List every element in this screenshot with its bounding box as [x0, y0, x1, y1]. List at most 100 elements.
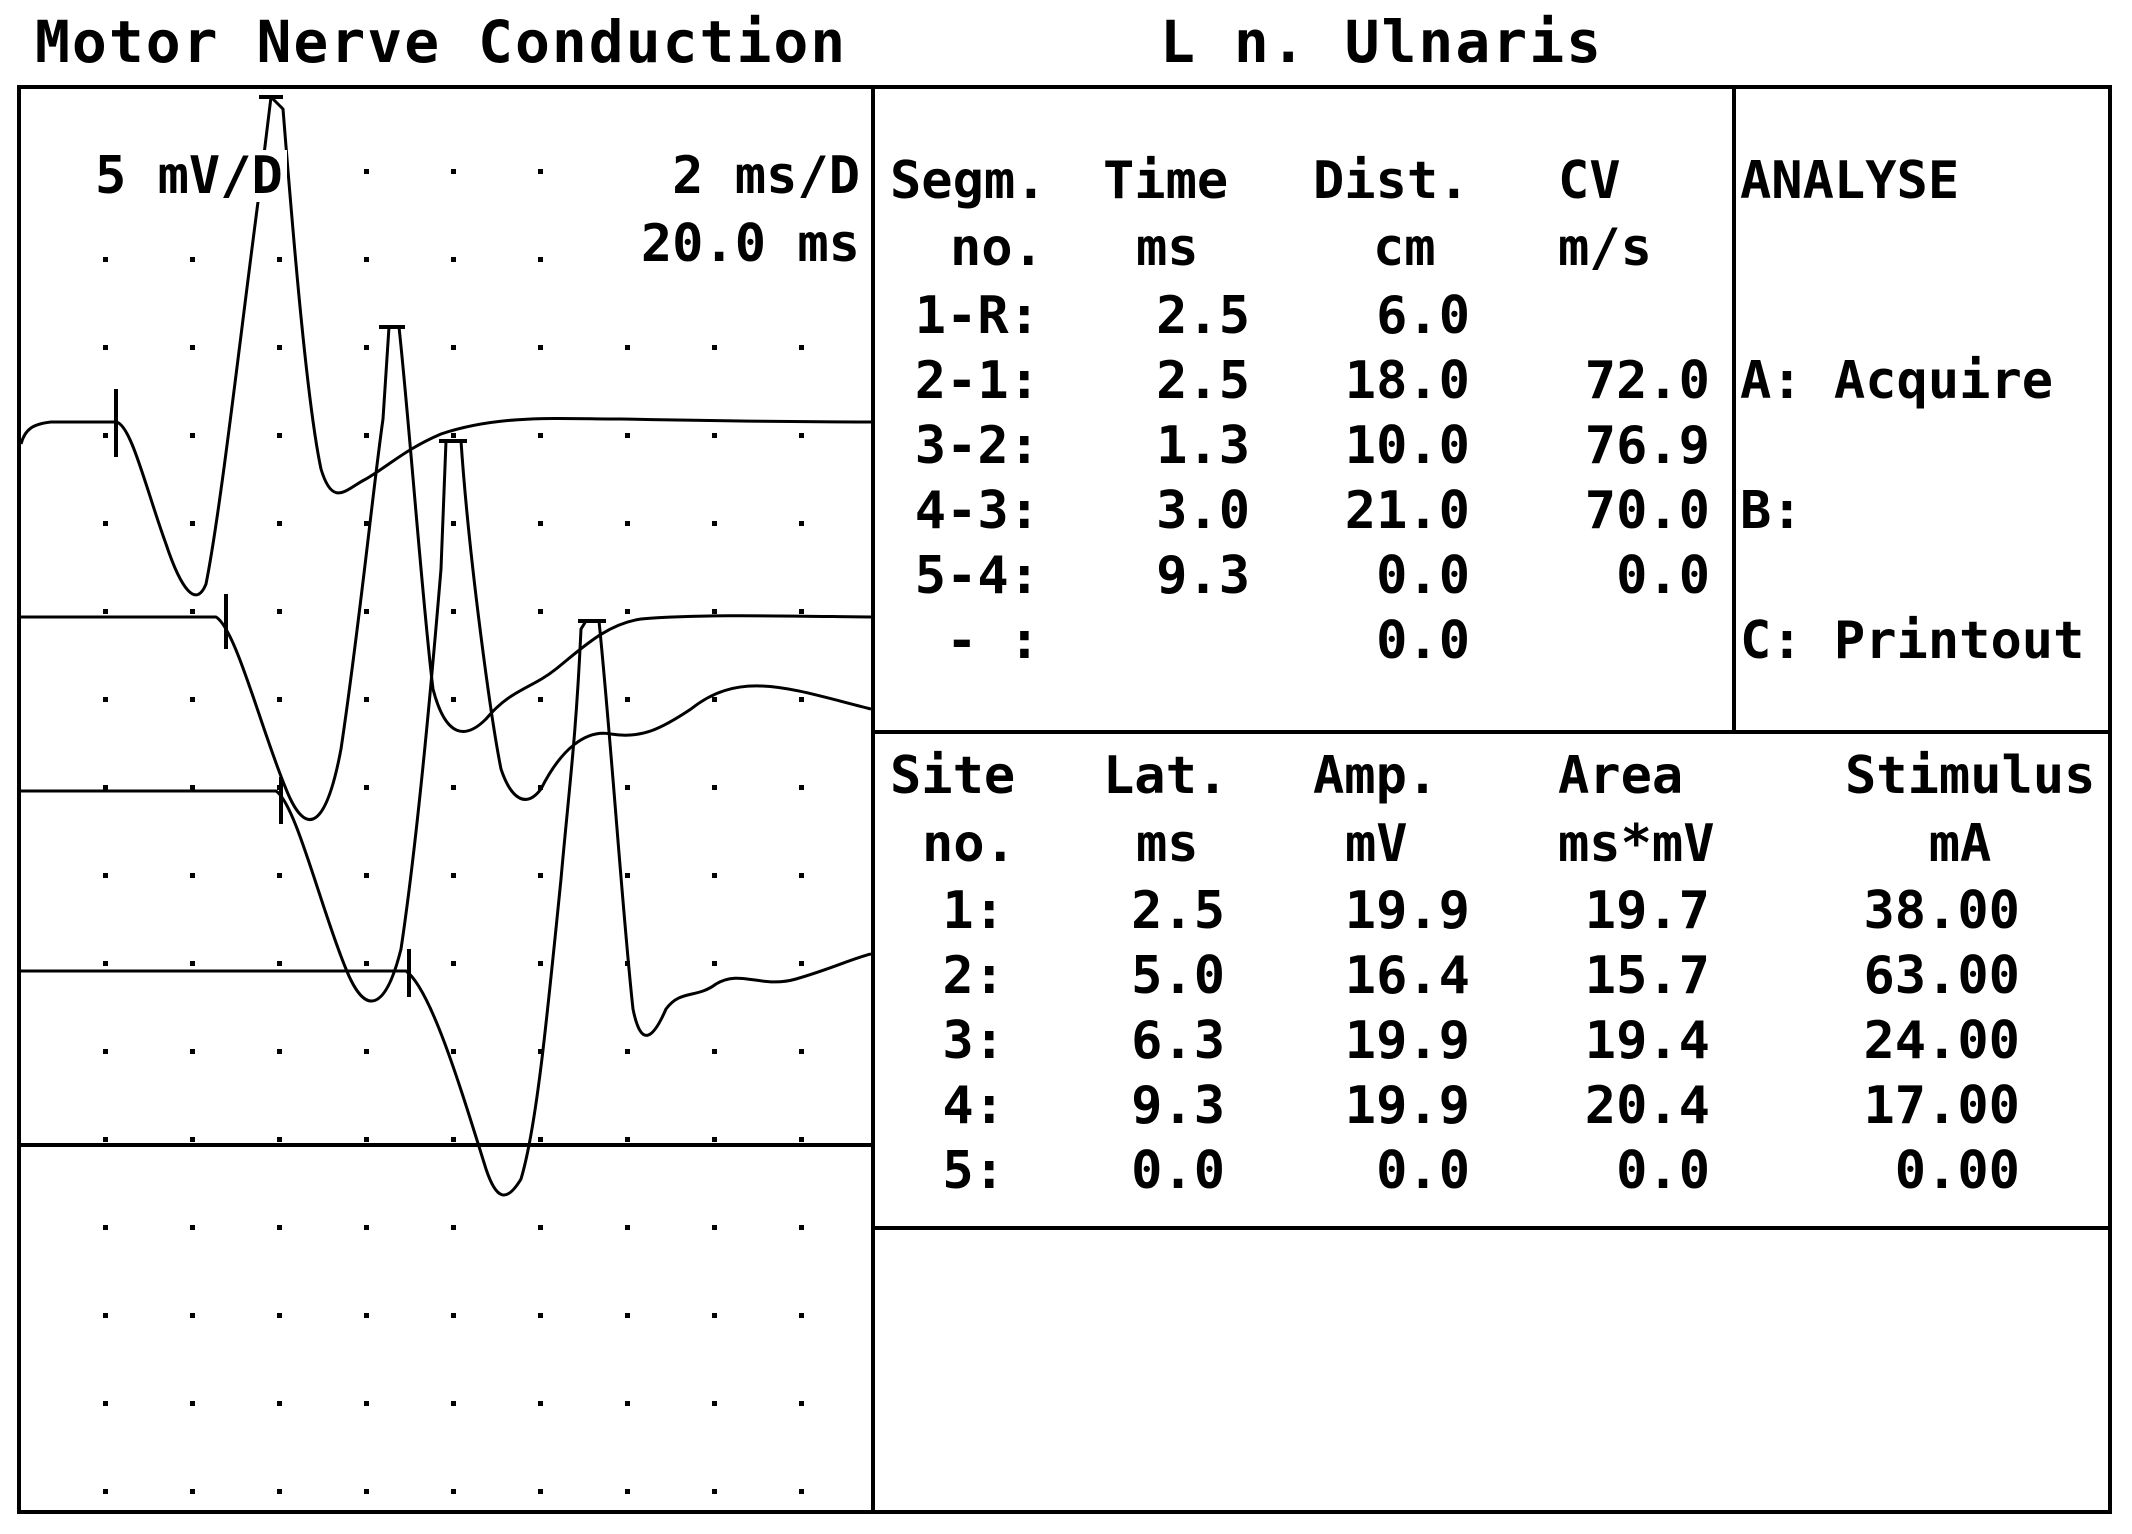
grid-dot [364, 697, 369, 702]
grid-dot [625, 521, 630, 526]
grid-dot [103, 345, 108, 350]
grid-dot [190, 1313, 195, 1318]
trace-site-4 [21, 619, 871, 1197]
grid-dot [538, 1225, 543, 1230]
grid-dot [190, 433, 195, 438]
lat-cell: 2.5 [1131, 881, 1225, 941]
area-header-unit: ms*mV [1558, 814, 1715, 874]
grid-dot [103, 961, 108, 966]
amp-cell: 19.9 [1344, 1076, 1470, 1136]
grid-dot [625, 609, 630, 614]
grid-dot [277, 1313, 282, 1318]
grid-dot [451, 1049, 456, 1054]
lat-header: Lat. [1103, 746, 1229, 806]
dist-header-unit: cm [1373, 218, 1436, 278]
trace-site-1 [21, 95, 871, 597]
grid-dot [451, 961, 456, 966]
grid-dot [364, 1137, 369, 1142]
grid-dot [364, 257, 369, 262]
sweep-duration: 20.0 ms [620, 218, 860, 270]
grid-dot [712, 961, 717, 966]
dist-header: Dist. [1313, 151, 1470, 211]
grid-dot [103, 1049, 108, 1054]
grid-dot [712, 433, 717, 438]
lat-cell: 0.0 [1131, 1141, 1225, 1201]
stimulus-cell: 38.00 [1863, 881, 2020, 941]
grid-dot [712, 1401, 717, 1406]
segm-cell: 1-R: [914, 286, 1040, 346]
lat-cell: 9.3 [1131, 1076, 1225, 1136]
grid-dot [538, 609, 543, 614]
lat-header-unit: ms [1136, 814, 1199, 874]
site-cell: 3: [942, 1011, 1005, 1071]
grid-dot [277, 609, 282, 614]
grid-dot [625, 785, 630, 790]
grid-dot [190, 1137, 195, 1142]
grid-dot [190, 785, 195, 790]
grid-dot [364, 1049, 369, 1054]
site-cell: 1: [942, 881, 1005, 941]
grid-dot [190, 1225, 195, 1230]
time-scale: 2 ms/D [620, 150, 860, 202]
grid-dot [712, 609, 717, 614]
stimulus-cell: 17.00 [1863, 1076, 2020, 1136]
grid-dot [625, 1489, 630, 1494]
grid-dot [625, 873, 630, 878]
grid-dot [538, 345, 543, 350]
grid-dot [364, 1401, 369, 1406]
time-header: Time [1103, 151, 1229, 211]
grid-dot [538, 1401, 543, 1406]
grid-dot [625, 1049, 630, 1054]
grid-dot [625, 1225, 630, 1230]
segm-header: Segm. [890, 151, 1047, 211]
grid-dot [190, 1401, 195, 1406]
trace-site-3 [21, 439, 871, 1003]
grid-dot [712, 873, 717, 878]
grid-dot [538, 873, 543, 878]
segm-cell: 4-3: [914, 481, 1040, 541]
grid-dot [364, 169, 369, 174]
segm-cell: 5-4: [914, 546, 1040, 606]
site-cell: 4: [942, 1076, 1005, 1136]
amp-cell: 19.9 [1344, 881, 1470, 941]
grid-dot [538, 1049, 543, 1054]
grid-dot [799, 345, 804, 350]
amp-cell: 0.0 [1376, 1141, 1470, 1201]
grid-dot [277, 1049, 282, 1054]
grid-dot [625, 345, 630, 350]
area-cell: 0.0 [1616, 1141, 1710, 1201]
grid-dots [103, 169, 804, 1494]
grid-dot [103, 1401, 108, 1406]
cv-header-unit: m/s [1558, 218, 1652, 278]
grid-dot [190, 873, 195, 878]
site-header-unit: no. [922, 814, 1016, 874]
grid-dot [799, 697, 804, 702]
segm-cell: - : [946, 611, 1040, 671]
grid-dot [277, 961, 282, 966]
grid-dot [538, 1313, 543, 1318]
grid-dot [712, 345, 717, 350]
grid-dot [103, 1225, 108, 1230]
grid-dot [451, 345, 456, 350]
amplitude-scale: 5 mV/D [95, 150, 287, 202]
grid-dot [451, 609, 456, 614]
cv-cell: 70.0 [1584, 481, 1710, 541]
grid-dot [625, 1137, 630, 1142]
menu-item-b[interactable]: B: [1740, 481, 1803, 541]
time-cell: 1.3 [1156, 416, 1250, 476]
menu-item-printout[interactable]: C: Printout [1740, 611, 2085, 671]
grid-dot [277, 1137, 282, 1142]
grid-dot [712, 785, 717, 790]
stimulus-cell: 0.00 [1894, 1141, 2020, 1201]
grid-dot [625, 1313, 630, 1318]
grid-dot [712, 521, 717, 526]
grid-dot [103, 609, 108, 614]
menu-item-acquire[interactable]: A: Acquire [1740, 351, 2054, 411]
grid-dot [451, 433, 456, 438]
grid-dot [451, 257, 456, 262]
lat-cell: 6.3 [1131, 1011, 1225, 1071]
dist-cell: 21.0 [1344, 481, 1470, 541]
grid-dot [277, 1225, 282, 1230]
grid-dot [712, 1313, 717, 1318]
cv-cell: 0.0 [1616, 546, 1710, 606]
